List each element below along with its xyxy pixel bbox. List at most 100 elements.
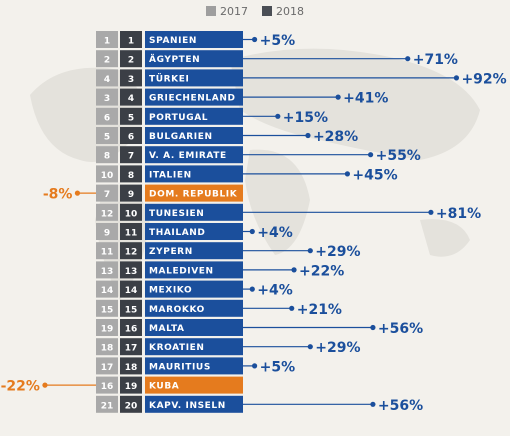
- country-label: KAPV. INSELN: [149, 401, 226, 411]
- change-dot: [42, 382, 48, 388]
- country-box: [145, 319, 243, 336]
- country-box: [145, 376, 243, 394]
- change-label: +55%: [376, 148, 421, 164]
- rank-2017-box: [96, 223, 118, 240]
- country-label: MALTA: [149, 324, 185, 334]
- change-label: +29%: [315, 340, 360, 356]
- change-dot: [289, 305, 295, 311]
- rank-2018-box: [120, 261, 142, 279]
- rank-2018-label: 4: [128, 94, 134, 104]
- change-dot: [368, 152, 374, 158]
- rank-2017-box: [96, 338, 118, 356]
- rank-2017-box: [96, 184, 118, 202]
- country-box: [145, 357, 243, 375]
- chart-row: 7 9 DOM. REPUBLIK -8%: [43, 184, 243, 203]
- legend-label-2018: 2018: [276, 4, 304, 18]
- rank-2017-label: 5: [104, 133, 110, 143]
- country-label: ZYPERN: [149, 247, 193, 257]
- rank-2018-box: [120, 376, 142, 394]
- chart-row: 13 13 MALEDIVEN +22%: [96, 261, 344, 279]
- legend: 2017 2018: [0, 4, 510, 18]
- change-dot: [453, 75, 460, 81]
- country-box: [145, 165, 243, 183]
- rank-2018-box: [120, 242, 142, 260]
- rank-2018-box: [120, 146, 142, 164]
- rank-2017-label: 16: [101, 382, 114, 392]
- rank-2018-label: 13: [125, 267, 138, 277]
- change-dot: [252, 363, 258, 369]
- rank-2018-label: 7: [128, 152, 134, 162]
- rank-2017-box: [96, 31, 118, 48]
- rank-2018-label: 20: [125, 401, 138, 411]
- rank-2018-label: 14: [125, 286, 138, 296]
- rank-2017-box: [96, 146, 118, 164]
- rank-2018-box: [120, 338, 142, 356]
- rank-2017-label: 18: [101, 344, 114, 354]
- country-box: [145, 242, 243, 260]
- rank-2017-label: 8: [104, 152, 110, 162]
- country-label: MAROKKO: [149, 305, 205, 315]
- rank-2017-box: [96, 280, 118, 298]
- rank-2017-label: 4: [104, 75, 110, 85]
- change-dot: [307, 248, 313, 254]
- rank-2017-box: [96, 319, 118, 336]
- rank-2017-label: 12: [101, 209, 114, 219]
- country-label: MALEDIVEN: [149, 266, 214, 276]
- change-label: +41%: [343, 91, 388, 107]
- rank-2018-label: 6: [128, 133, 134, 143]
- chart-row: 1 1 SPANIEN +5%: [96, 31, 295, 49]
- change-label: +28%: [313, 129, 358, 145]
- rank-2017-label: 14: [101, 286, 114, 296]
- rank-2017-label: 21: [101, 401, 114, 411]
- rank-2018-label: 1: [128, 37, 134, 47]
- change-label: +56%: [378, 398, 423, 414]
- rank-2018-box: [120, 107, 142, 125]
- country-box: [145, 146, 243, 164]
- rank-2018-box: [120, 127, 142, 144]
- rank-2017-box: [96, 127, 118, 144]
- change-label: +56%: [378, 321, 423, 337]
- country-label: KUBA: [149, 382, 179, 392]
- rank-2017-label: 11: [101, 248, 114, 258]
- chart-row: 15 15 MAROKKO +21%: [96, 299, 342, 318]
- rank-2018-label: 8: [128, 171, 134, 181]
- change-dot: [74, 190, 81, 196]
- chart-row: 11 12 ZYPERN +29%: [96, 242, 361, 260]
- rank-2017-label: 17: [101, 363, 114, 373]
- change-label: +22%: [299, 263, 344, 279]
- rank-2018-label: 16: [125, 325, 138, 335]
- rank-2018-label: 19: [125, 382, 138, 392]
- country-box: [145, 184, 243, 202]
- change-dot: [405, 56, 411, 62]
- rank-2018-box: [120, 280, 142, 298]
- chart-row: 9 11 THAILAND +4%: [96, 223, 293, 241]
- rank-2017-label: 13: [101, 267, 114, 277]
- rank-2018-label: 9: [128, 190, 134, 200]
- rank-2017-box: [96, 203, 118, 221]
- rank-2017-box: [96, 69, 118, 87]
- rank-2018-label: 11: [125, 229, 138, 239]
- map-shape: [230, 48, 480, 160]
- change-dot: [370, 324, 376, 331]
- chart-row: 17 18 MAURITIUS +5%: [96, 357, 295, 375]
- rank-2017-box: [96, 88, 118, 106]
- country-box: [145, 299, 243, 317]
- country-box: [145, 88, 243, 106]
- rank-2018-label: 3: [128, 75, 134, 85]
- change-dot: [252, 36, 258, 43]
- rank-2017-label: 9: [104, 229, 110, 239]
- country-box: [145, 280, 243, 298]
- legend-label-2017: 2017: [220, 4, 248, 18]
- rank-2017-label: 10: [101, 171, 114, 181]
- legend-item-2017: 2017: [206, 4, 248, 18]
- rank-2018-box: [120, 184, 142, 202]
- change-dot: [275, 113, 281, 119]
- chart-row: 2 2 ÄGYPTEN +71%: [96, 50, 458, 68]
- legend-swatch-2018: [262, 6, 272, 16]
- country-box: [145, 50, 243, 68]
- change-dot: [305, 132, 311, 139]
- country-label: TÜRKEI: [149, 73, 189, 84]
- country-box: [145, 203, 243, 221]
- rank-2018-box: [120, 223, 142, 240]
- change-label: +5%: [260, 33, 296, 49]
